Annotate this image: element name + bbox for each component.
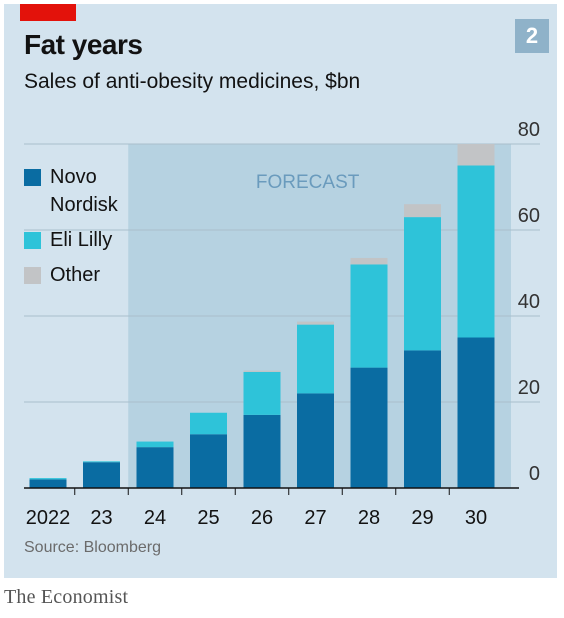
bar-eli-lilly — [404, 217, 441, 351]
legend-other-label: Other — [50, 264, 100, 286]
bar-eli-lilly — [297, 324, 334, 394]
legend-novo-nordisk-label: Novo — [50, 166, 97, 188]
y-tick-label: 40 — [518, 291, 540, 313]
bar-other — [243, 370, 281, 372]
x-tick-label: 24 — [144, 507, 166, 529]
x-tick-label: 27 — [304, 507, 326, 529]
y-tick-label: 20 — [518, 377, 540, 399]
bar-eli-lilly — [29, 478, 67, 480]
chart-number-badge: 2 — [515, 19, 549, 53]
bar-novo-nordisk — [243, 414, 281, 488]
legend-other-swatch — [24, 267, 41, 284]
bar-eli-lilly — [190, 412, 227, 435]
forecast-label: FORECAST — [256, 172, 360, 193]
bar-eli-lilly — [457, 165, 495, 338]
bar-novo-nordisk — [297, 393, 334, 488]
y-tick-label: 60 — [518, 205, 540, 227]
publisher-logo: The Economist — [4, 586, 129, 608]
x-tick-label: 23 — [90, 507, 112, 529]
bar-eli-lilly — [350, 264, 388, 368]
x-tick-label: 2022 — [26, 507, 71, 529]
bar-novo-nordisk — [404, 350, 441, 488]
y-tick-label: 80 — [518, 119, 540, 141]
source-note: Source: Bloomberg — [24, 539, 161, 556]
legend-eli-lilly-swatch — [24, 232, 41, 249]
bar-novo-nordisk — [190, 434, 227, 488]
legend-novo-nordisk-swatch — [24, 169, 41, 186]
bar-novo-nordisk — [83, 462, 120, 488]
legend-eli-lilly-label: Eli Lilly — [50, 229, 112, 251]
chart-subtitle: Sales of anti-obesity medicines, $bn — [24, 70, 361, 93]
x-tick-label: 26 — [251, 507, 273, 529]
bar-other — [404, 204, 441, 218]
y-tick-label: 0 — [529, 463, 540, 485]
bar-other — [297, 321, 334, 325]
brand-red-tag — [20, 4, 76, 21]
chart-title: Fat years — [24, 29, 143, 60]
x-tick-label: 29 — [411, 507, 433, 529]
bar-eli-lilly — [243, 371, 281, 415]
bar-novo-nordisk — [136, 447, 174, 488]
legend-novo-nordisk-label: Nordisk — [50, 194, 119, 216]
bar-eli-lilly — [83, 461, 120, 463]
x-tick-label: 25 — [197, 507, 219, 529]
bar-other — [457, 144, 495, 166]
bar-novo-nordisk — [457, 337, 495, 488]
bar-novo-nordisk — [350, 367, 388, 488]
bar-other — [350, 257, 388, 265]
x-tick-label: 30 — [465, 507, 487, 529]
bar-eli-lilly — [136, 441, 174, 448]
bar-novo-nordisk — [29, 479, 67, 488]
x-tick-label: 28 — [358, 507, 380, 529]
